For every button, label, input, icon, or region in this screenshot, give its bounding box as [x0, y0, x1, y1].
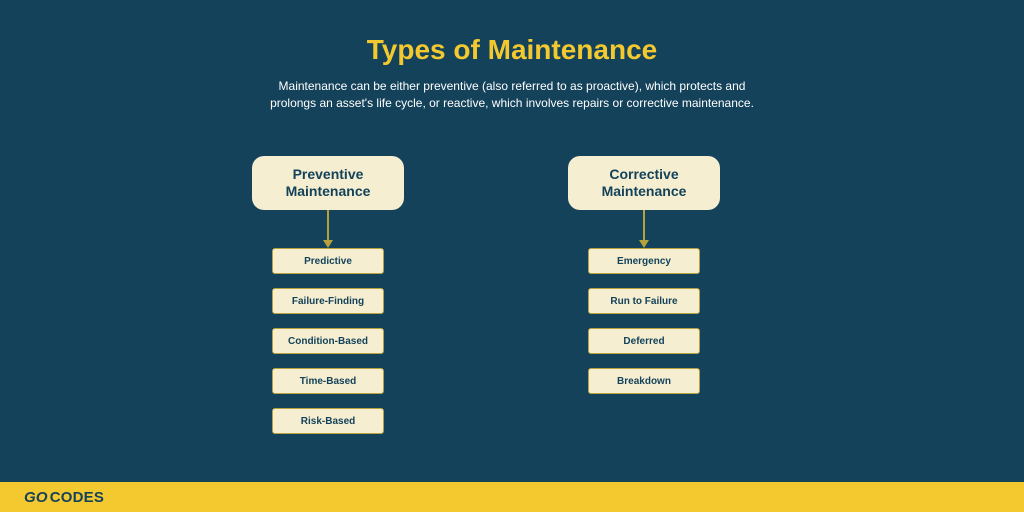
- footer-bar: GOCODES: [0, 482, 1024, 512]
- corrective-arrow-head: [639, 240, 649, 248]
- gocodes-logo: GOCODES: [24, 489, 104, 506]
- preventive-arrow: [327, 210, 329, 241]
- preventive-child-1: Failure-Finding: [272, 288, 384, 314]
- corrective-child-3: Breakdown: [588, 368, 700, 394]
- preventive-child-2: Condition-Based: [272, 328, 384, 354]
- page-title: Types of Maintenance: [0, 34, 1024, 66]
- preventive-child-4: Risk-Based: [272, 408, 384, 434]
- corrective-child-2: Deferred: [588, 328, 700, 354]
- infographic-canvas: Types of Maintenance Maintenance can be e…: [0, 0, 1024, 512]
- preventive-child-3: Time-Based: [272, 368, 384, 394]
- preventive-child-0: Predictive: [272, 248, 384, 274]
- corrective-parent-box: CorrectiveMaintenance: [568, 156, 720, 210]
- corrective-child-1: Run to Failure: [588, 288, 700, 314]
- page-subtitle: Maintenance can be either preventive (al…: [0, 78, 1024, 113]
- corrective-arrow: [643, 210, 645, 241]
- corrective-child-0: Emergency: [588, 248, 700, 274]
- preventive-parent-box: PreventiveMaintenance: [252, 156, 404, 210]
- preventive-arrow-head: [323, 240, 333, 248]
